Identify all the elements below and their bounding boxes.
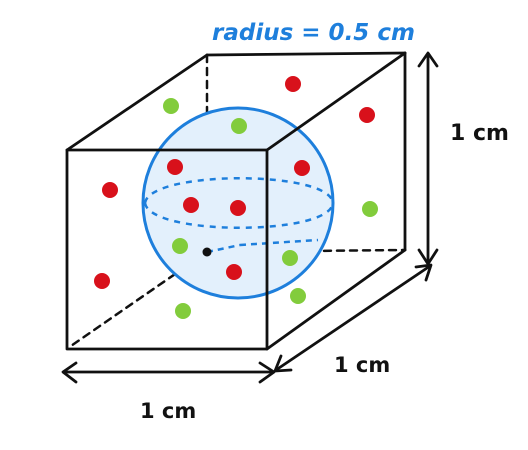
height-arrow-head-top <box>417 51 439 68</box>
height-label: 1 cm <box>450 121 509 146</box>
red-particles <box>94 76 375 289</box>
sphere-radius-line-2 <box>239 238 319 247</box>
visible-edges <box>65 51 407 351</box>
cube-top-left-edge <box>65 53 209 152</box>
green-particle <box>172 238 188 254</box>
red-particle <box>230 200 246 216</box>
cube-top-back-edge <box>205 51 407 57</box>
depth-arrow-head-top <box>414 263 433 282</box>
width-arrow-head-right <box>258 361 276 384</box>
red-particle <box>94 273 110 289</box>
sphere-equator-front <box>143 202 335 229</box>
dimension-arrows <box>61 51 439 384</box>
green-particle <box>231 118 247 134</box>
cube-top-right-edge <box>265 51 407 152</box>
green-particle <box>290 288 306 304</box>
red-particle <box>285 76 301 92</box>
width-arrow-head-left <box>61 361 78 384</box>
red-particle <box>167 159 183 175</box>
cube-bottom-right-edge <box>265 248 407 351</box>
radius-label: radius = 0.5 cm <box>212 20 415 46</box>
depth-arrow-shaft <box>274 264 432 372</box>
width-label: 1 cm <box>140 399 196 423</box>
depth-arrow-head-bottom <box>273 354 293 373</box>
red-particle <box>226 264 242 280</box>
green-particle <box>362 201 378 217</box>
sphere-equator-back <box>143 177 335 204</box>
sphere-radius-line <box>206 243 241 254</box>
green-particle <box>175 303 191 319</box>
cube-front-face <box>65 148 269 351</box>
red-particle <box>359 107 375 123</box>
red-particle <box>294 160 310 176</box>
green-particle <box>282 250 298 266</box>
green-particles <box>163 98 378 319</box>
sphere-center-point <box>202 247 212 257</box>
red-particle <box>102 182 118 198</box>
red-particle <box>183 197 199 213</box>
green-particle <box>163 98 179 114</box>
depth-label: 1 cm <box>334 353 390 377</box>
